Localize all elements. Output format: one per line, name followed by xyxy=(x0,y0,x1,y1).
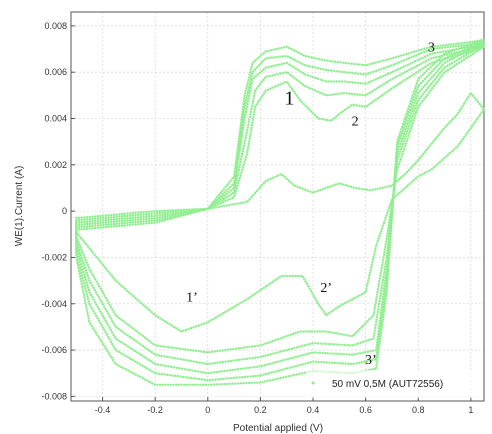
x-tick-label: 1 xyxy=(468,405,473,415)
axis-ticks: -0.4 -0.2 0 0.2 0.4 0.6 0.8 1 -0.008 -0.006 -0.004… xyxy=(41,21,473,415)
x-axis-label: Potential applied (V) xyxy=(233,423,323,434)
x-tick-label: -0.2 xyxy=(147,405,163,415)
x-tick-label: 0.4 xyxy=(307,405,320,415)
y-tick-label: -0.004 xyxy=(41,299,67,309)
y-tick-label: 0.004 xyxy=(44,114,67,124)
legend-marker xyxy=(311,381,315,385)
y-tick-label: 0 xyxy=(62,206,67,216)
peak-label: 1’ xyxy=(186,290,198,305)
y-tick-label: -0.006 xyxy=(41,345,67,355)
cv-cycle-3 xyxy=(75,43,486,366)
peak-label: 2’ xyxy=(320,281,332,296)
peak-annotations: 1 2 3 1’ 2’ 3’ xyxy=(186,40,435,368)
x-tick-label: 0.8 xyxy=(412,405,425,415)
y-tick-label: -0.008 xyxy=(41,391,67,401)
peak-label: 3 xyxy=(428,40,435,55)
y-tick-label: 0.002 xyxy=(44,160,67,170)
y-tick-label: -0.002 xyxy=(41,252,67,262)
x-tick-label: 0.6 xyxy=(359,405,372,415)
cv-cycle-6 xyxy=(75,38,486,386)
y-axis-label: WE(1).Current (A) xyxy=(14,166,25,247)
legend: 50 mV 0,5M (AUT72556) xyxy=(306,370,482,398)
y-tick-label: 0.008 xyxy=(44,21,67,31)
x-tick-label: 0.2 xyxy=(254,405,267,415)
series-layer xyxy=(75,38,486,386)
peak-label: 3’ xyxy=(365,353,377,368)
cv-cycle-1 xyxy=(75,91,486,333)
plot-frame xyxy=(70,11,485,402)
x-tick-label: 0 xyxy=(205,405,210,415)
legend-box xyxy=(306,370,482,398)
x-tick-label: -0.4 xyxy=(95,405,111,415)
peak-label: 2 xyxy=(352,114,359,129)
legend-label: 50 mV 0,5M (AUT72556) xyxy=(332,379,443,390)
y-tick-label: 0.006 xyxy=(44,67,67,77)
peak-label: 1 xyxy=(284,88,294,110)
